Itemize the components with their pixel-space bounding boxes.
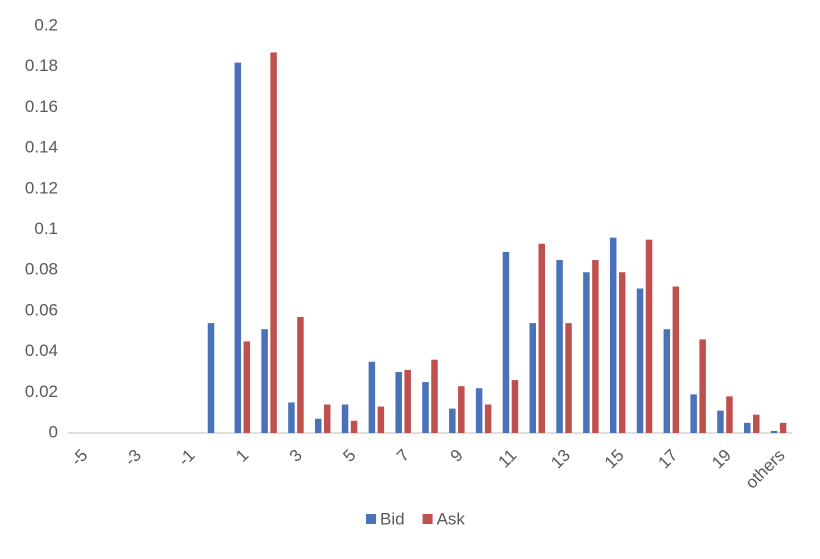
x-tick-label: 3 [286, 446, 306, 466]
legend-swatch [366, 514, 376, 524]
bar [717, 410, 724, 433]
x-tick-label: 13 [547, 446, 574, 473]
x-tick-label: 9 [447, 446, 467, 466]
bar [645, 239, 653, 433]
y-tick-label: 0.1 [34, 219, 58, 238]
bar [565, 323, 572, 433]
x-tick-label: 19 [708, 446, 735, 473]
bar [270, 52, 277, 433]
bar [690, 394, 697, 433]
x-tick-label: -3 [121, 446, 145, 470]
y-tick-label: 0.08 [25, 260, 58, 279]
bar [475, 388, 483, 433]
bar [511, 380, 519, 433]
x-tick-label: -1 [175, 446, 199, 470]
bar [502, 251, 510, 433]
bar [368, 361, 376, 433]
x-tick-label: 1 [232, 446, 252, 466]
x-tick-label: 11 [495, 446, 521, 472]
bar [726, 396, 733, 433]
bar [556, 260, 563, 433]
x-tick-label: 15 [601, 446, 628, 473]
bar [395, 371, 402, 433]
bar [234, 62, 242, 433]
bar [529, 323, 537, 433]
bar [377, 406, 385, 433]
y-tick-label: 0.02 [25, 382, 58, 401]
bar [341, 404, 349, 433]
bar [458, 386, 465, 433]
y-tick-label: 0 [49, 422, 58, 441]
y-tick-label: 0.16 [25, 97, 58, 116]
x-tick-label: -5 [67, 446, 91, 470]
y-tick-label: 0.04 [25, 341, 58, 360]
x-tick-label: 5 [339, 446, 359, 466]
bar [431, 359, 438, 433]
x-tick-label: 7 [393, 446, 413, 466]
y-tick-label: 0.06 [25, 300, 58, 319]
y-tick-label: 0.12 [25, 178, 58, 197]
bar [672, 286, 680, 433]
bar [744, 422, 751, 433]
legend-label: Bid [380, 509, 405, 528]
x-tick-label: 17 [655, 446, 682, 473]
bar [484, 404, 492, 433]
y-tick-label: 0.18 [25, 56, 58, 75]
x-tick-label: others [742, 446, 789, 493]
y-tick-label: 0.2 [34, 15, 58, 34]
bar [636, 288, 644, 433]
bar [592, 260, 599, 433]
bar [297, 317, 304, 433]
bar [538, 243, 546, 433]
bar [753, 414, 760, 433]
legend-swatch [422, 514, 433, 524]
bar [618, 272, 626, 433]
bar [779, 422, 787, 433]
bar [314, 418, 322, 433]
y-tick-label: 0.14 [25, 138, 58, 157]
bar [583, 272, 590, 433]
bar [288, 402, 295, 433]
bar [663, 329, 671, 433]
bar [350, 420, 358, 433]
bar [404, 369, 411, 433]
bar [261, 329, 268, 433]
legend-label: Ask [437, 509, 466, 528]
bar [770, 430, 778, 433]
bar [422, 382, 429, 433]
bar [609, 237, 617, 433]
bar [323, 404, 331, 433]
bar [243, 341, 251, 433]
bar [449, 408, 456, 433]
bar [207, 323, 215, 433]
bar [699, 339, 706, 433]
